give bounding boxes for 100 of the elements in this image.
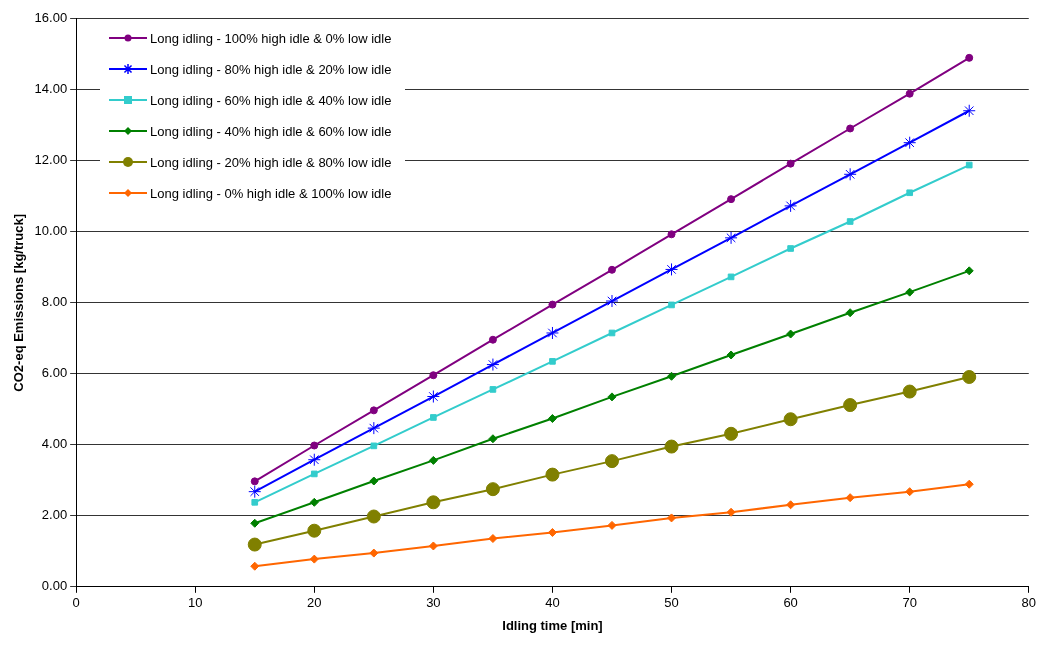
x-tick-label: 20 bbox=[307, 595, 322, 611]
point bbox=[250, 518, 260, 528]
legend-label: Long idling - 60% high idle & 40% low idle bbox=[150, 92, 392, 108]
x-tick-label: 40 bbox=[545, 595, 560, 611]
legend-label: Long idling - 20% high idle & 80% low idle bbox=[150, 154, 392, 170]
point bbox=[369, 548, 379, 558]
point bbox=[430, 414, 437, 421]
point bbox=[786, 159, 795, 168]
point bbox=[310, 441, 319, 450]
point bbox=[547, 527, 557, 537]
y-tick-label: 0.00 bbox=[41, 578, 68, 594]
point bbox=[607, 265, 616, 274]
point bbox=[964, 266, 974, 276]
point bbox=[667, 230, 676, 239]
point bbox=[726, 350, 736, 360]
point bbox=[251, 498, 259, 506]
legend-label: Long idling - 40% high idle & 60% low idle bbox=[150, 123, 392, 139]
point bbox=[489, 386, 497, 393]
point bbox=[786, 329, 796, 339]
x-tick-label: 30 bbox=[426, 595, 441, 611]
x-tick-label: 50 bbox=[664, 595, 679, 611]
point bbox=[428, 455, 438, 465]
y-tick-label: 16.00 bbox=[34, 10, 68, 26]
point bbox=[905, 487, 915, 497]
point bbox=[607, 520, 617, 530]
y-axis-title: CO2-eq Emissions [kg/truck] bbox=[11, 213, 27, 392]
point bbox=[665, 262, 679, 276]
point bbox=[545, 467, 560, 482]
y-tick-label: 8.00 bbox=[41, 294, 68, 310]
point bbox=[307, 523, 322, 538]
point bbox=[549, 358, 556, 365]
point bbox=[962, 370, 977, 384]
point bbox=[664, 439, 679, 454]
point bbox=[667, 371, 677, 381]
y-tick-label: 10.00 bbox=[34, 223, 68, 239]
point bbox=[902, 384, 917, 399]
point bbox=[724, 426, 739, 441]
point bbox=[905, 89, 914, 98]
point bbox=[784, 199, 798, 213]
point bbox=[545, 326, 559, 340]
point bbox=[369, 476, 379, 486]
x-axis-title: Idling time [min] bbox=[502, 617, 603, 633]
point bbox=[366, 509, 381, 524]
point bbox=[428, 541, 438, 551]
point bbox=[845, 493, 855, 503]
point bbox=[547, 414, 557, 424]
point bbox=[727, 195, 736, 204]
point bbox=[727, 273, 735, 281]
point bbox=[906, 189, 914, 197]
point bbox=[488, 534, 498, 544]
point bbox=[310, 470, 318, 478]
y-tick-label: 6.00 bbox=[41, 365, 68, 381]
point bbox=[250, 477, 259, 486]
point bbox=[843, 398, 858, 413]
point bbox=[905, 287, 915, 297]
point bbox=[370, 442, 378, 450]
point bbox=[843, 167, 857, 181]
y-tick-label: 12.00 bbox=[34, 152, 68, 168]
point bbox=[668, 301, 675, 309]
point bbox=[486, 358, 500, 372]
legend-label: Long idling - 80% high idle & 20% low idle bbox=[150, 61, 392, 77]
point bbox=[724, 231, 738, 245]
point bbox=[369, 406, 378, 415]
point bbox=[783, 412, 798, 427]
point bbox=[903, 136, 917, 150]
point bbox=[607, 392, 617, 402]
point bbox=[548, 300, 557, 309]
x-tick-label: 70 bbox=[902, 595, 917, 611]
point bbox=[250, 561, 260, 571]
point bbox=[426, 390, 440, 404]
x-tick-label: 10 bbox=[187, 595, 203, 611]
point bbox=[604, 454, 619, 469]
point bbox=[367, 421, 381, 435]
y-tick-label: 14.00 bbox=[34, 81, 68, 97]
legend-label: Long idling - 0% high idle & 100% low idle bbox=[150, 185, 392, 201]
point bbox=[608, 329, 616, 337]
y-tick-label: 4.00 bbox=[41, 436, 68, 452]
point bbox=[667, 513, 677, 523]
point bbox=[605, 294, 619, 308]
point bbox=[485, 482, 500, 497]
point bbox=[846, 218, 854, 225]
point bbox=[965, 53, 974, 62]
point bbox=[962, 104, 976, 118]
point bbox=[846, 124, 855, 133]
x-tick-label: 0 bbox=[72, 595, 80, 611]
point bbox=[964, 479, 974, 489]
point bbox=[307, 453, 321, 467]
point bbox=[488, 335, 497, 344]
x-tick-label: 60 bbox=[783, 595, 798, 611]
y-tick-label: 2.00 bbox=[41, 507, 68, 523]
point bbox=[247, 537, 262, 552]
point bbox=[786, 500, 796, 510]
point bbox=[726, 507, 736, 517]
point bbox=[309, 554, 319, 564]
point bbox=[488, 434, 498, 444]
point bbox=[965, 161, 973, 169]
point bbox=[309, 497, 319, 507]
point bbox=[248, 485, 262, 499]
point bbox=[429, 371, 438, 380]
point bbox=[845, 308, 855, 318]
